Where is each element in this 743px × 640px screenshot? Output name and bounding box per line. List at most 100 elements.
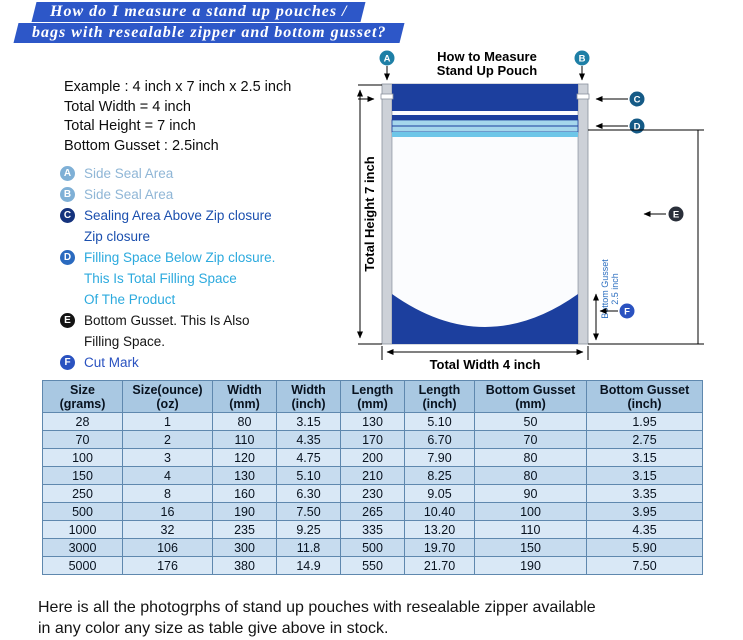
marker-c-letter: C	[634, 95, 641, 106]
table-cell: 6.30	[276, 484, 341, 503]
left-side-seal	[381, 83, 393, 345]
table-cell: 5000	[42, 556, 123, 575]
pouch-diagram: How to Measure Stand Up Pouch A B Total …	[357, 49, 704, 372]
table-cell: 3.15	[586, 466, 703, 485]
legend-text: Sealing Area Above Zip closure	[84, 208, 272, 223]
legend-item-filling-space: D Filling Space Below Zip closure. This …	[60, 247, 275, 310]
banner-text-1: How do I measure a stand up pouches /	[50, 3, 348, 20]
table-cell: 130	[340, 412, 405, 431]
table-cell: 3000	[42, 538, 123, 557]
table-row: 3000 106 300 11.8 500 19.70 150 5.90	[42, 538, 703, 557]
zip-top-strip	[392, 115, 578, 120]
table-cell: 100	[474, 502, 587, 521]
legend-item-side-seal-a: A Side Seal Area	[60, 163, 275, 184]
zip-bottom-strip	[392, 132, 578, 137]
footer-note: Here is all the photogrphs of stand up p…	[38, 597, 596, 639]
table-cell: 8.25	[404, 466, 475, 485]
total-height-label: Total Height 7 inch	[362, 156, 377, 271]
table-cell: 335	[340, 520, 405, 539]
legend-badge-e: E	[60, 313, 75, 328]
table-cell: 176	[122, 556, 213, 575]
table-cell: 110	[212, 430, 277, 449]
table-cell: 11.8	[276, 538, 341, 557]
legend-badge-d: D	[60, 250, 75, 265]
table-cell: 5.10	[404, 412, 475, 431]
table-cell: 7.50	[586, 556, 703, 575]
table-cell: 6.70	[404, 430, 475, 449]
table-cell: 235	[212, 520, 277, 539]
legend-item-bottom-gusset: E Bottom Gusset. This Is Also Filling Sp…	[60, 310, 275, 352]
legend-item-cut-mark: F Cut Mark	[60, 352, 275, 373]
table-row: 250 8 160 6.30 230 9.05 90 3.35	[42, 484, 703, 503]
table-cell: 14.9	[276, 556, 341, 575]
table-cell: 10.40	[404, 502, 475, 521]
size-table-header-row: Size (grams) Size(ounce) (oz) Width (mm) Width…	[42, 380, 703, 413]
legend-text: Cut Mark	[84, 355, 139, 370]
table-row: 500 16 190 7.50 265 10.40 100 3.95	[42, 502, 703, 521]
marker-c-badge	[629, 91, 645, 107]
table-cell: 3	[122, 448, 213, 467]
table-cell: 28	[42, 412, 123, 431]
table-cell: 265	[340, 502, 405, 521]
table-cell: 500	[42, 502, 123, 521]
column-header: Length (inch)	[404, 380, 475, 413]
marker-e-badge	[668, 206, 684, 222]
bottom-gusset-label-1: Bottom Gusset	[600, 259, 610, 319]
table-cell: 5.90	[586, 538, 703, 557]
table-cell: 160	[212, 484, 277, 503]
diagram-title-line-1: How to Measure	[437, 49, 537, 64]
legend-badge-a: A	[60, 166, 75, 181]
table-cell: 80	[474, 466, 587, 485]
table-cell: 2	[122, 430, 213, 449]
table-cell: 500	[340, 538, 405, 557]
table-cell: 32	[122, 520, 213, 539]
table-row: 70 2 110 4.35 170 6.70 70 2.75	[42, 430, 703, 449]
column-header: Width (mm)	[212, 380, 277, 413]
example-line: Example : 4 inch x 7 inch x 2.5 inch	[64, 79, 292, 95]
table-row: 28 1 80 3.15 130 5.10 50 1.95	[42, 412, 703, 431]
table-cell: 190	[474, 556, 587, 575]
table-cell: 210	[340, 466, 405, 485]
table-cell: 80	[474, 448, 587, 467]
size-table: Size (grams) Size(ounce) (oz) Width (mm) Width…	[42, 380, 703, 575]
table-cell: 70	[42, 430, 123, 449]
table-cell: 4.35	[276, 430, 341, 449]
table-cell: 150	[474, 538, 587, 557]
table-cell: 1.95	[586, 412, 703, 431]
table-cell: 5.10	[276, 466, 341, 485]
legend-text: Filling Space Below Zip closure.	[84, 250, 276, 265]
table-cell: 4	[122, 466, 213, 485]
table-cell: 150	[42, 466, 123, 485]
marker-b-badge	[574, 50, 590, 66]
table-row: 100 3 120 4.75 200 7.90 80 3.15	[42, 448, 703, 467]
table-cell: 8	[122, 484, 213, 503]
table-cell: 3.15	[276, 412, 341, 431]
table-row: 1000 32 235 9.25 335 13.20 110 4.35	[42, 520, 703, 539]
table-cell: 130	[212, 466, 277, 485]
right-side-seal	[577, 83, 589, 345]
table-cell: 250	[42, 484, 123, 503]
cut-notch-left	[380, 93, 394, 100]
table-cell: 4.75	[276, 448, 341, 467]
table-cell: 70	[474, 430, 587, 449]
table-cell: 19.70	[404, 538, 475, 557]
legend-item-sealing-area: C Sealing Area Above Zip closure Zip clo…	[60, 205, 275, 247]
table-cell: 80	[212, 412, 277, 431]
legend-text: Of The Product	[84, 292, 176, 307]
table-cell: 21.70	[404, 556, 475, 575]
table-cell: 2.75	[586, 430, 703, 449]
table-cell: 9.25	[276, 520, 341, 539]
table-cell: 380	[212, 556, 277, 575]
top-seal-area	[392, 84, 578, 111]
marker-b-letter: B	[579, 54, 586, 65]
marker-f-letter: F	[624, 307, 630, 318]
table-row: 150 4 130 5.10 210 8.25 80 3.15	[42, 466, 703, 485]
legend-item-side-seal-b: B Side Seal Area	[60, 184, 275, 205]
table-cell: 110	[474, 520, 587, 539]
table-cell: 190	[212, 502, 277, 521]
banner-text-2: bags with resealable zipper and bottom g…	[32, 24, 387, 41]
legend-text: Zip closure	[84, 229, 151, 244]
cut-notch-right	[576, 93, 590, 100]
legend-badge-c: C	[60, 208, 75, 223]
column-header: Size(ounce) (oz)	[122, 380, 213, 413]
